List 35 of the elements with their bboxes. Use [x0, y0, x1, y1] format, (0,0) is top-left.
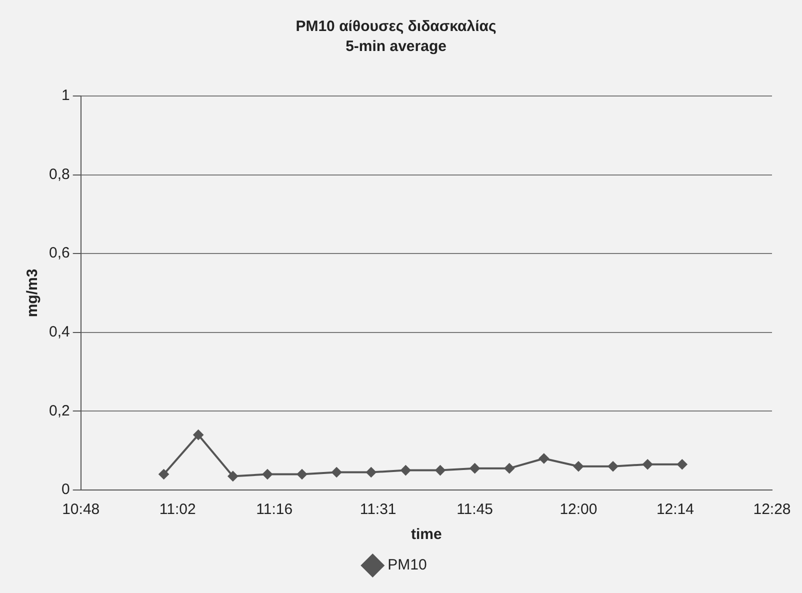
- y-tick-label: 0,2: [48, 402, 70, 420]
- x-tick-label: 12:00: [560, 501, 598, 518]
- point: [366, 467, 376, 478]
- point: [435, 465, 446, 476]
- point: [677, 459, 688, 470]
- x-tick-label: 10:48: [62, 501, 100, 518]
- point: [470, 463, 480, 474]
- legend-label: PM10: [388, 556, 427, 574]
- x-tick-label: 11:02: [159, 501, 196, 518]
- chart-title: PM10 αίθουσες διδασκαλίας: [296, 18, 496, 36]
- point: [297, 469, 307, 480]
- y-axis-title: mg/m3: [24, 268, 42, 318]
- point: [642, 459, 653, 470]
- point: [262, 469, 272, 480]
- point: [608, 461, 618, 472]
- point: [504, 463, 514, 474]
- y-tick-label: 0,6: [48, 244, 70, 262]
- chart-subtitle: 5-min average: [346, 38, 446, 56]
- point: [573, 461, 584, 472]
- point: [538, 453, 549, 464]
- y-tick-label: 0,4: [48, 324, 70, 341]
- x-axis-title: time: [411, 526, 442, 544]
- y-tick-label: 1: [62, 87, 70, 104]
- point: [193, 430, 204, 440]
- point: [228, 471, 238, 482]
- y-tick-label: 0,8: [48, 166, 70, 183]
- x-tick-label: 11:16: [256, 501, 293, 518]
- x-tick-label: 12:28: [753, 501, 791, 518]
- y-tick-label: 0: [62, 481, 70, 498]
- point: [400, 465, 411, 476]
- x-tick-label: 12:14: [656, 501, 694, 518]
- x-tick-label: 11:31: [360, 501, 396, 518]
- point: [332, 467, 342, 478]
- point: [158, 469, 169, 480]
- x-tick-label: 11:45: [456, 501, 494, 518]
